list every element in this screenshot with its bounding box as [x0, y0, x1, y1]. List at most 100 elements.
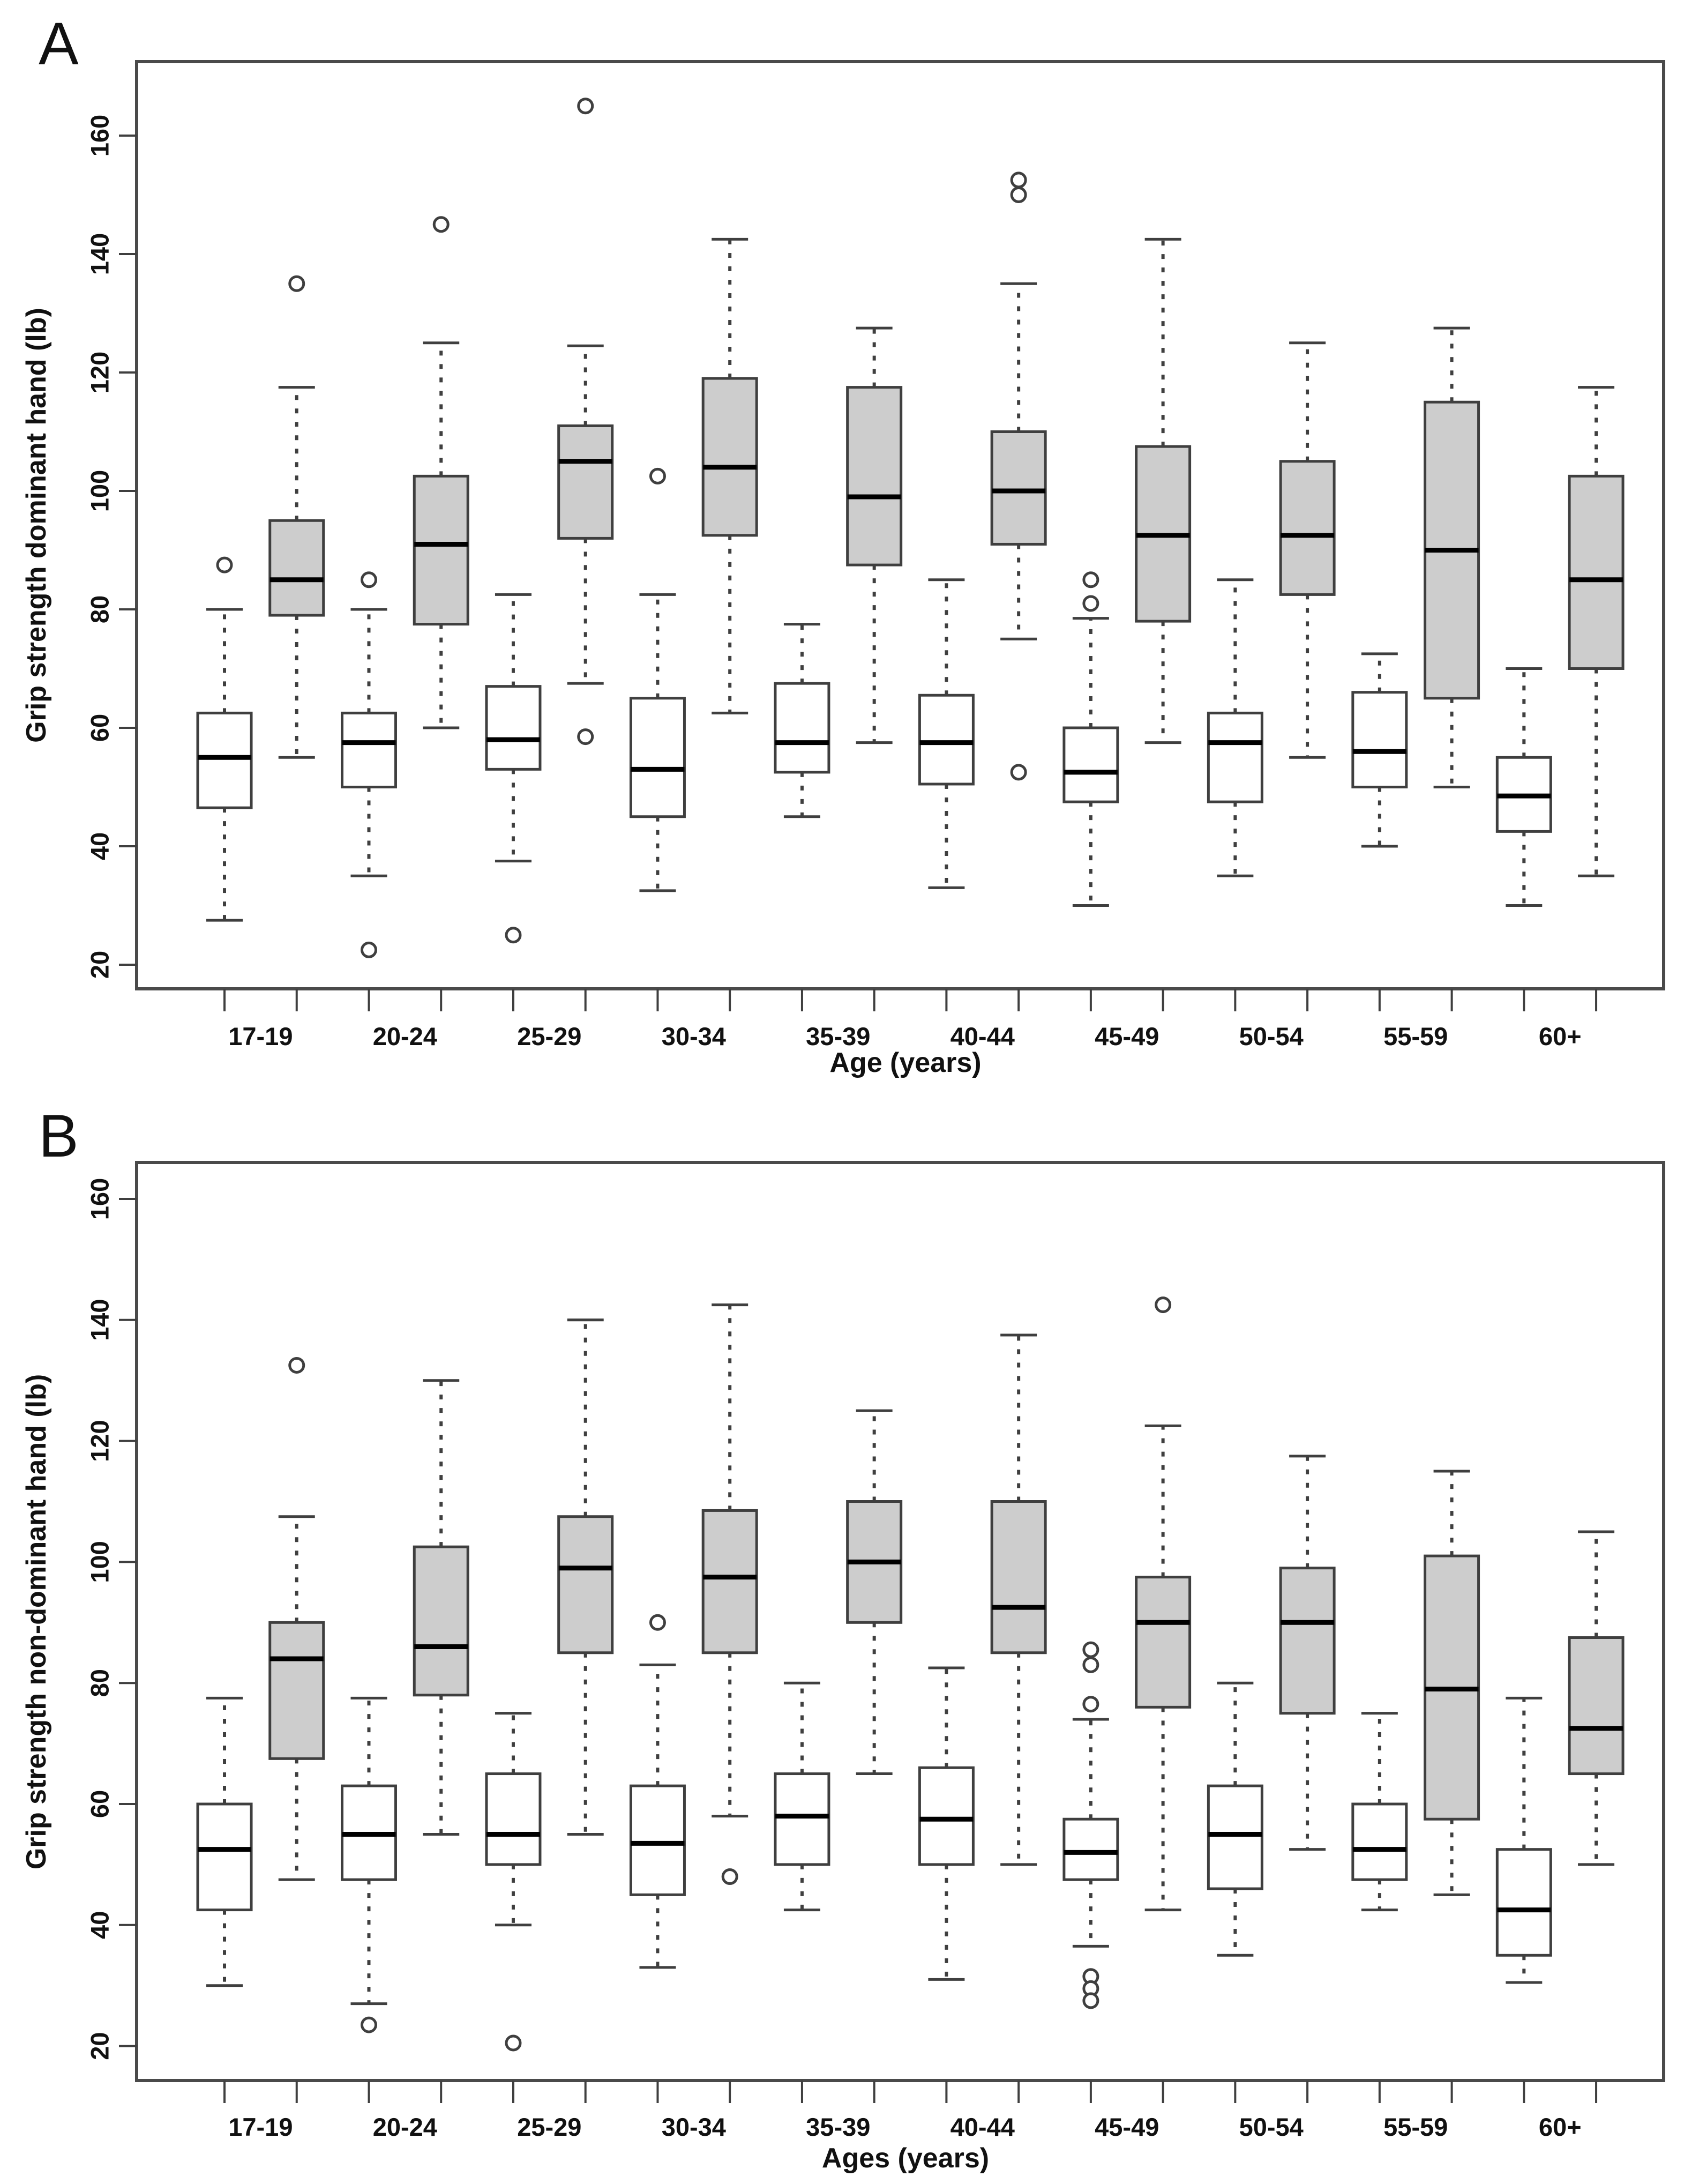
panel-a-box-35-39-gray — [846, 326, 903, 744]
panel-a-box-25-29-gray — [557, 98, 614, 746]
panel-a-box-20-24-gray — [413, 216, 469, 729]
panel-a-box-17-19-gray — [268, 275, 325, 759]
outlier-point — [649, 1614, 666, 1631]
panel-b-ytick-label-100: 100 — [85, 1541, 114, 1583]
panel-b-chart: 20 40 60 80 100 120 140 160 17-19 20-24 25-29 30-34… — [85, 1178, 1625, 2141]
panel-a-xtick-label-17-19: 17-19 — [228, 1022, 293, 1050]
outlier-point — [1010, 764, 1027, 781]
panel-b-ytick-label-120: 120 — [85, 1420, 114, 1462]
outlier-point — [1155, 1296, 1172, 1314]
panel-a-box-60+-white — [1495, 667, 1552, 907]
panel-a-ytick-label-80: 80 — [85, 595, 114, 623]
panel-a-ytick-label-120: 120 — [85, 352, 114, 393]
outlier-point — [505, 927, 522, 944]
outlier-point — [1082, 571, 1099, 588]
panel-a-box-55-59-white — [1351, 652, 1408, 848]
panel-b-box-55-59-gray — [1424, 1470, 1480, 1896]
panel-b-box-20-24-white — [340, 1696, 397, 2033]
panel-a-ytick-label-60: 60 — [85, 714, 114, 742]
panel-b-ytick-label-60: 60 — [85, 1790, 114, 1818]
panel-b-box-50-54-gray — [1279, 1455, 1336, 1851]
panel-a-ytick-label-20: 20 — [85, 951, 114, 979]
panel-b-xtick-label-40-44: 40-44 — [950, 2113, 1015, 2141]
outlier-point — [1082, 595, 1099, 612]
outlier-point — [360, 571, 377, 588]
panel-b-xtick-label-55-59: 55-59 — [1383, 2113, 1448, 2141]
outlier-point — [1082, 1696, 1099, 1713]
panel-a-box-50-54-white — [1207, 578, 1263, 877]
panel-a-letter: A — [39, 10, 79, 77]
panel-b-box-25-29-white — [485, 1712, 542, 2052]
panel-b-box-55-59-white — [1351, 1712, 1408, 1912]
panel-b-box-40-44-white — [918, 1666, 975, 1981]
panel-a-box-25-29-white — [485, 593, 542, 944]
panel-a-box-40-44-white — [918, 578, 975, 889]
panel-b-box-20-24-gray — [413, 1379, 469, 1836]
panel-a-box-17-19-white — [196, 556, 253, 922]
panel-b-box-50-54-white — [1207, 1681, 1263, 1957]
panel-a-box-40-44-gray — [990, 172, 1047, 781]
panel-b-letter: B — [39, 1102, 79, 1169]
panel-b-xtick-label-50-54: 50-54 — [1239, 2113, 1304, 2141]
outlier-point — [288, 1356, 305, 1374]
outlier-point — [721, 1868, 738, 1885]
outlier-point — [432, 216, 450, 233]
panel-a-box-50-54-gray — [1279, 341, 1336, 759]
outlier-point — [1082, 1641, 1099, 1658]
panel-a-xtick-label-30-34: 30-34 — [662, 1022, 726, 1050]
panel-b-box-45-49-white — [1062, 1641, 1119, 2009]
panel-b-ytick-label-160: 160 — [85, 1178, 114, 1220]
panel-a-box-30-34-white — [629, 467, 686, 892]
panel-a-ytick-label-40: 40 — [85, 832, 114, 860]
outlier-point — [1010, 172, 1027, 189]
panel-a-xtick-label-45-49: 45-49 — [1095, 1022, 1159, 1050]
outlier-point — [1082, 1656, 1099, 1673]
panel-a-box-45-49-gray — [1135, 237, 1192, 744]
panel-b-x-axis-title: Ages (years) — [822, 2143, 989, 2174]
panel-b-xtick-label-30-34: 30-34 — [662, 2113, 726, 2141]
panel-a-box-55-59-gray — [1424, 326, 1480, 788]
panel-a-x-axis-title: Age (years) — [829, 1047, 981, 1078]
outlier-point — [216, 556, 233, 573]
outlier-point — [360, 941, 377, 958]
outlier-point — [1082, 1992, 1099, 2009]
outlier-point — [1010, 187, 1027, 203]
panel-a-box-20-24-white — [340, 571, 397, 958]
panel-b-y-axis-title: Grip strength non-dominant hand (lb) — [21, 1374, 52, 1869]
panel-a-box-60+-gray — [1568, 386, 1625, 877]
panel-a-box-35-39-white — [774, 623, 830, 818]
panel-b-box-30-34-white — [629, 1614, 686, 1969]
panel-b-box-25-29-gray — [557, 1318, 614, 1836]
outlier-point — [577, 98, 594, 115]
panel-b-box-35-39-gray — [846, 1409, 903, 1776]
panel-a-xtick-label-40-44: 40-44 — [950, 1022, 1015, 1050]
panel-a-chart: 20 40 60 80 100 120 140 160 17-19 20-24 25-29 30-34… — [85, 98, 1625, 1050]
panel-b-box-17-19-gray — [268, 1356, 325, 1881]
panel-b-box-40-44-gray — [990, 1333, 1047, 1866]
panel-b-ytick-label-140: 140 — [85, 1299, 114, 1341]
panel-a-xtick-label-50-54: 50-54 — [1239, 1022, 1304, 1050]
panel-b-box-60+-gray — [1568, 1530, 1625, 1866]
panel-b-box-30-34-gray — [701, 1303, 758, 1885]
panel-a-xtick-label-55-59: 55-59 — [1383, 1022, 1448, 1050]
panel-a-xtick-label-20-24: 20-24 — [373, 1022, 437, 1050]
panel-b-box-17-19-white — [196, 1696, 253, 1987]
panel-b-xtick-label-17-19: 17-19 — [228, 2113, 293, 2141]
outlier-point — [505, 2034, 522, 2052]
outlier-point — [649, 467, 666, 484]
panel-a-plot-area — [135, 60, 1665, 990]
panel-a-xtick-label-25-29: 25-29 — [517, 1022, 581, 1050]
panel-b-xtick-label-35-39: 35-39 — [806, 2113, 870, 2141]
panel-b-box-35-39-white — [774, 1681, 830, 1912]
panel-a-box-30-34-gray — [701, 237, 758, 714]
panel-b-xtick-label-45-49: 45-49 — [1095, 2113, 1159, 2141]
outlier-point — [288, 275, 305, 292]
panel-b-xtick-label-60+: 60+ — [1539, 2113, 1582, 2141]
panel-b-box-60+-white — [1495, 1696, 1552, 1984]
panel-a-ytick-label-160: 160 — [85, 115, 114, 156]
panel-b-xtick-label-25-29: 25-29 — [517, 2113, 581, 2141]
panel-a-ytick-label-140: 140 — [85, 233, 114, 275]
panel-b-ytick-label-20: 20 — [85, 2032, 114, 2060]
panel-b-ytick-label-40: 40 — [85, 1911, 114, 1939]
